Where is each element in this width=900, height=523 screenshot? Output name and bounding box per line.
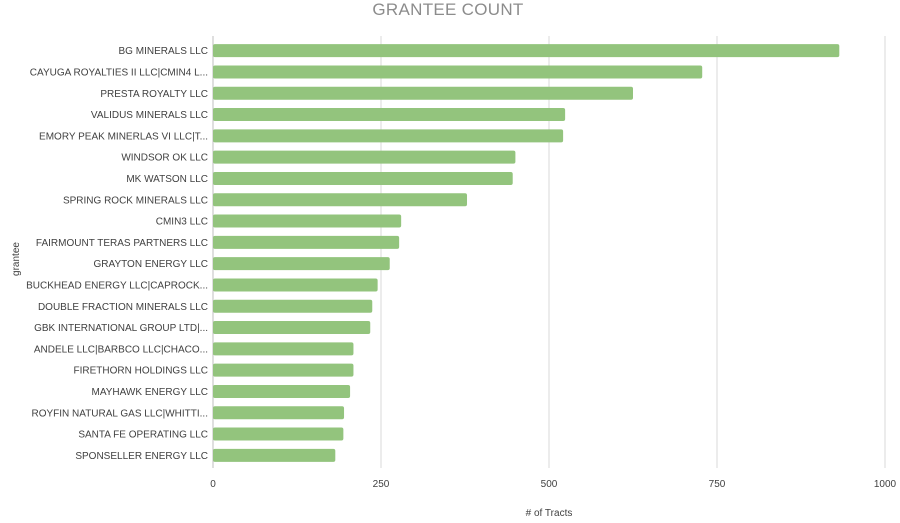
category-label: ANDELE LLC|BARBCO LLC|CHACO...	[34, 344, 208, 355]
category-labels: BG MINERALS LLC CAYUGA ROYALTIES II LLC|C…	[26, 46, 208, 462]
category-label: SPONSELLER ENERGY LLC	[75, 451, 208, 462]
category-label: FIRETHORN HOLDINGS LLC	[74, 366, 208, 377]
bars	[213, 44, 840, 462]
bar	[213, 299, 373, 313]
bar	[213, 65, 703, 79]
category-label: VALIDUS MINERALS LLC	[91, 110, 208, 121]
category-label: GRAYTON ENERGY LLC	[94, 259, 208, 270]
category-label: CAYUGA ROYALTIES II LLC|CMIN4 L...	[30, 67, 208, 78]
category-label: PRESTA ROYALTY LLC	[100, 89, 208, 100]
bar	[213, 427, 344, 441]
bar	[213, 384, 351, 398]
bar	[213, 171, 513, 185]
bar	[213, 235, 400, 249]
category-label: FAIRMOUNT TERAS PARTNERS LLC	[36, 238, 208, 249]
x-tick-label: 250	[373, 479, 390, 490]
y-axis-title: grantee	[11, 242, 22, 276]
category-label: GBK INTERNATIONAL GROUP LTD|...	[34, 323, 208, 334]
x-tick-label: 500	[541, 479, 558, 490]
bar	[213, 108, 566, 122]
bar	[213, 448, 336, 462]
category-label: EMORY PEAK MINERLAS VI LLC|T...	[39, 131, 208, 142]
bar	[213, 214, 402, 228]
category-label: MK WATSON LLC	[126, 174, 208, 185]
bar	[213, 363, 354, 377]
category-label: CMIN3 LLC	[156, 217, 208, 228]
chart-title: GRANTEE COUNT	[372, 0, 523, 19]
bar	[213, 278, 378, 292]
x-axis-title: # of Tracts	[526, 508, 573, 519]
category-label: WINDSOR OK LLC	[121, 153, 208, 164]
bar	[213, 342, 354, 356]
category-label: SANTA FE OPERATING LLC	[78, 430, 208, 441]
x-tick-labels: 0 250 500 750 1000	[210, 479, 896, 490]
bar	[213, 44, 840, 58]
category-label: MAYHAWK ENERGY LLC	[91, 387, 208, 398]
category-label: ROYFIN NATURAL GAS LLC|WHITTI...	[31, 408, 208, 419]
bar	[213, 321, 371, 335]
bar	[213, 86, 633, 100]
category-label: BUCKHEAD ENERGY LLC|CAPROCK...	[26, 280, 208, 291]
bar	[213, 193, 468, 207]
bar	[213, 150, 516, 164]
category-label: BG MINERALS LLC	[119, 46, 208, 57]
x-tick-label: 1000	[874, 479, 897, 490]
x-tick-label: 0	[210, 479, 216, 490]
bar	[213, 129, 564, 143]
category-label: SPRING ROCK MINERALS LLC	[63, 195, 208, 206]
category-label: DOUBLE FRACTION MINERALS LLC	[38, 302, 208, 313]
x-tick-label: 750	[709, 479, 726, 490]
bar	[213, 406, 345, 420]
bar	[213, 257, 390, 271]
gridlines	[212, 36, 886, 468]
